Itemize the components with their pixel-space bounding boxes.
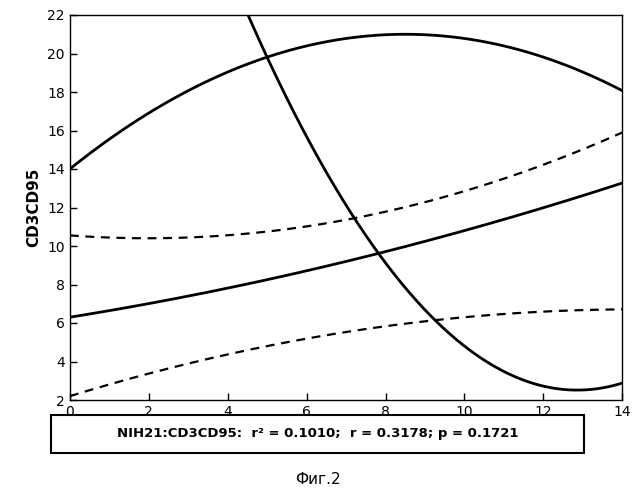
Text: NIH21:CD3CD95:  r² = 0.1010;  r = 0.3178; p = 0.1721: NIH21:CD3CD95: r² = 0.1010; r = 0.3178; … xyxy=(117,427,518,440)
Y-axis label: CD3CD95: CD3CD95 xyxy=(27,168,42,247)
Text: Фиг.2: Фиг.2 xyxy=(295,472,340,488)
